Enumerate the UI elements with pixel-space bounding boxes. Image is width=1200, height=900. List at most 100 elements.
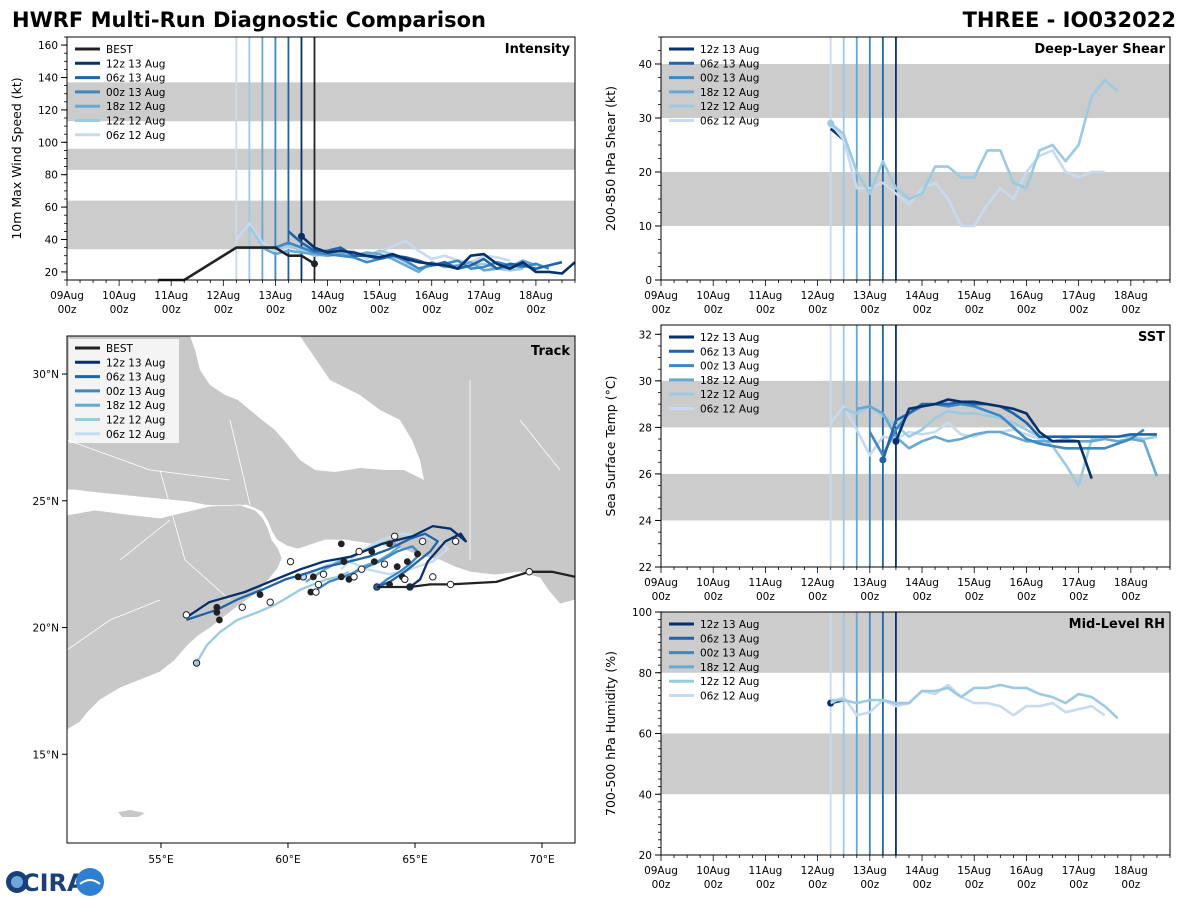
series-line: [829, 405, 1079, 457]
legend-label: 06z 13 Aug: [106, 372, 165, 384]
logo-swoosh: [79, 879, 101, 885]
x-tick-label-line: 00z: [162, 304, 181, 316]
y-tick-label: 80: [45, 170, 58, 182]
track-position-daily: [309, 573, 317, 581]
x-tick-label-line: 00z: [808, 591, 827, 603]
threshold-band: [67, 200, 575, 250]
legend-label: BEST: [106, 44, 134, 56]
x-tick-label-line: 14Aug: [905, 290, 939, 302]
lon-tick-label: 65°E: [402, 854, 427, 866]
x-tick-label-line: 00z: [1121, 591, 1140, 603]
x-tick-label: 14Aug 00z: [905, 577, 939, 603]
track-position-daily: [386, 581, 393, 588]
legend-label: 00z 13 Aug: [106, 386, 165, 398]
x-tick-label-line: 12Aug: [801, 577, 835, 589]
x-tick-label-line: 00z: [808, 879, 827, 891]
x-tick-label-line: 00z: [913, 591, 932, 603]
x-tick-label: 13Aug 00z: [853, 577, 887, 603]
legend-label: 06z 13 Aug: [700, 633, 759, 645]
y-tick-label: 20: [639, 167, 652, 179]
legend-label: 18z 12 Aug: [700, 87, 759, 99]
track-marker: [525, 568, 533, 576]
series-line: [300, 235, 576, 275]
y-tick-label: 100: [632, 607, 652, 619]
legend-label: 12z 13 Aug: [106, 58, 165, 70]
x-tick-label-line: 11Aug: [748, 577, 782, 589]
x-tick-label-line: 00z: [1017, 879, 1036, 891]
country-border: [119, 519, 171, 561]
track-line: [186, 532, 439, 621]
x-tick-label: 15Aug 00z: [957, 290, 991, 316]
y-tick-label: 160: [38, 40, 58, 52]
x-tick-label-line: 12Aug: [206, 290, 240, 302]
x-tick-label: 16Aug 00z: [1009, 290, 1043, 316]
x-tick-label: 10Aug 00z: [696, 290, 730, 316]
x-tick-label: 17Aug 00z: [467, 290, 501, 316]
x-tick-label: 09Aug 00z: [644, 865, 678, 891]
threshold-band: [661, 64, 1170, 118]
x-tick-label-line: 00z: [756, 879, 775, 891]
x-tick-label-line: 00z: [266, 304, 285, 316]
legend-label: 12z 13 Aug: [106, 357, 165, 369]
x-tick-label-line: 00z: [526, 304, 545, 316]
x-tick-label-line: 18Aug: [1114, 865, 1148, 877]
x-tick-label-line: 09Aug: [644, 577, 678, 589]
cira-logo: CIRA: [6, 868, 104, 897]
threshold-band: [67, 82, 575, 122]
x-tick-label-line: 17Aug: [1062, 290, 1096, 302]
x-tick-label-line: 17Aug: [1062, 865, 1096, 877]
panel-title: Deep-Layer Shear: [1034, 42, 1165, 57]
socotra-island: [118, 810, 145, 817]
series-line: [158, 246, 316, 282]
y-tick-label: 30: [639, 376, 652, 388]
x-tick-label-line: 16Aug: [1009, 577, 1043, 589]
y-axis-label: Sea Surface Temp (°C): [603, 376, 618, 517]
x-tick-label-line: 10Aug: [696, 577, 730, 589]
legend-label: 06z 12 Aug: [700, 116, 759, 128]
x-tick-label: 18Aug 00z: [1114, 290, 1148, 316]
x-tick-label-line: 13Aug: [853, 865, 887, 877]
threshold-band: [661, 380, 1170, 428]
legend-label: 18z 12 Aug: [700, 662, 759, 674]
y-tick-label: 30: [639, 113, 652, 125]
x-tick-label: 12Aug 00z: [801, 290, 835, 316]
track-position-daily: [337, 573, 345, 581]
x-tick-label: 12Aug 00z: [801, 865, 835, 891]
y-tick-label: 60: [45, 202, 58, 214]
series-marker: [892, 437, 900, 445]
x-tick-label: 15Aug 00z: [363, 290, 397, 316]
x-tick-label-line: 13Aug: [258, 290, 292, 302]
y-axis-label: 10m Max Wind Speed (kt): [9, 77, 24, 239]
legend-label: 12z 12 Aug: [700, 389, 759, 401]
country-border: [184, 559, 231, 601]
series-line: [261, 246, 537, 274]
legend-label: 06z 12 Aug: [700, 404, 759, 416]
x-tick-label: 18Aug 00z: [519, 290, 553, 316]
x-tick-label-line: 11Aug: [154, 290, 188, 302]
y-tick-label: 40: [45, 235, 58, 247]
track-position-12h: [238, 603, 246, 611]
track-position-12h: [380, 560, 389, 568]
x-tick-label-line: 00z: [422, 304, 441, 316]
panel-title: Track: [531, 344, 570, 359]
x-tick-label-line: 00z: [756, 304, 775, 316]
x-tick-label: 09Aug 00z: [644, 577, 678, 603]
x-tick-label: 11Aug 00z: [748, 290, 782, 316]
x-tick-label-line: 10Aug: [696, 290, 730, 302]
x-tick-label-line: 00z: [965, 591, 984, 603]
panel-title: Mid-Level RH: [1069, 617, 1165, 632]
track-panel: 55°E 60°E 65°E 70°E 15°N 20°N 25°N 30°N Track BES…: [33, 335, 576, 866]
x-tick-label-line: 12Aug: [801, 290, 835, 302]
track-position-12h: [350, 573, 358, 581]
persian-gulf: [190, 336, 424, 480]
x-tick-label: 11Aug 00z: [154, 290, 188, 316]
track-position-daily: [403, 558, 411, 566]
x-tick-label-line: 00z: [756, 591, 775, 603]
track-position-daily: [386, 540, 393, 548]
country-border: [299, 359, 351, 401]
legend-label: 06z 12 Aug: [106, 130, 165, 142]
track-position-daily: [213, 608, 221, 616]
legend-label: 06z 13 Aug: [700, 346, 759, 358]
